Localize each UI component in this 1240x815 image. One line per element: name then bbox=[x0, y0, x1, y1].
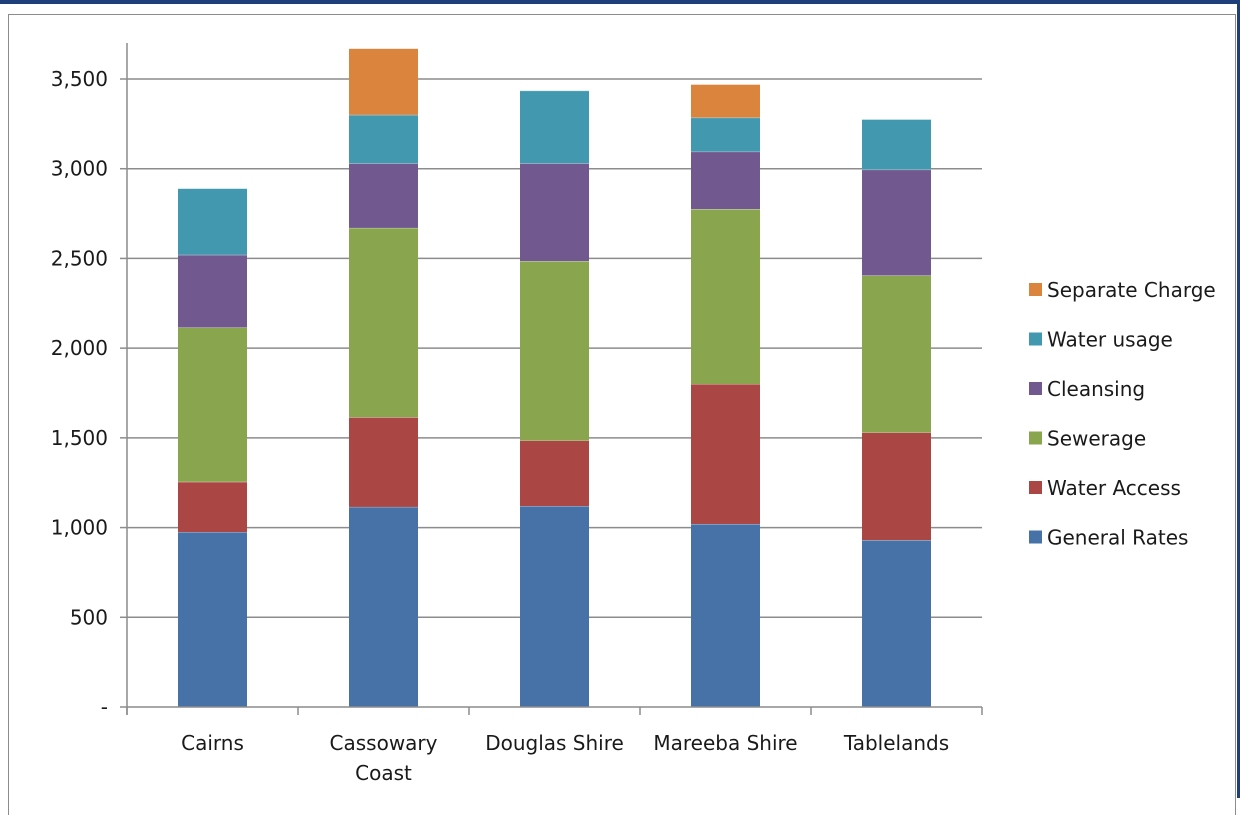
bar-segment-general-rates bbox=[520, 506, 589, 707]
window-right-border bbox=[1237, 0, 1240, 798]
legend-label: Water usage bbox=[1047, 328, 1173, 352]
bar-segment-sewerage bbox=[520, 261, 589, 441]
legend-swatch bbox=[1029, 382, 1042, 395]
x-category-label: Mareeba Shire bbox=[653, 731, 797, 755]
bar-segment-sewerage bbox=[862, 275, 931, 433]
bar-segment-cleansing bbox=[862, 169, 931, 276]
bar-segment-water-usage bbox=[520, 90, 589, 164]
bar-segment-cleansing bbox=[178, 254, 247, 328]
bar-segment-water-access bbox=[691, 384, 760, 524]
axes bbox=[120, 43, 983, 715]
bar-segment-cleansing bbox=[349, 163, 418, 228]
y-tick-label: 2,000 bbox=[51, 336, 108, 360]
window-top-border bbox=[0, 0, 1240, 4]
bar-segment-water-access bbox=[520, 440, 589, 507]
bars bbox=[178, 47, 931, 707]
x-category-label: Cairns bbox=[181, 731, 244, 755]
legend-swatch bbox=[1029, 530, 1042, 544]
bar-segment-separate-charge bbox=[691, 84, 760, 118]
y-tick-label: 2,500 bbox=[51, 246, 108, 270]
bar-segment-cleansing bbox=[691, 151, 760, 210]
y-tick-label: 500 bbox=[70, 605, 108, 629]
stacked-bar-chart: - 500 1,000 1,500 2,000 2,500 3,000 3,500 Cairn… bbox=[51, 43, 1216, 785]
legend-swatch bbox=[1029, 481, 1042, 494]
bar-segment-water-usage bbox=[691, 117, 760, 152]
x-category-label: Coast bbox=[355, 761, 412, 785]
bar-segment-general-rates bbox=[349, 506, 418, 707]
y-tick-label: - bbox=[101, 695, 108, 719]
bar-segment-separate-charge bbox=[349, 48, 418, 115]
legend-label: General Rates bbox=[1047, 526, 1188, 550]
legend-swatch bbox=[1029, 283, 1042, 296]
legend-label: Cleansing bbox=[1047, 377, 1145, 401]
bar-segment-general-rates bbox=[178, 532, 247, 707]
y-tick-labels: - 500 1,000 1,500 2,000 2,500 3,000 3,500 bbox=[51, 67, 108, 719]
bar-segment-water-usage bbox=[178, 188, 247, 255]
bar-segment-general-rates bbox=[691, 523, 760, 707]
bar-segment-general-rates bbox=[862, 540, 931, 707]
y-tick-label: 3,500 bbox=[51, 67, 108, 91]
bar-segment-cleansing bbox=[520, 163, 589, 262]
bar-segment-water-usage bbox=[862, 119, 931, 170]
legend-label: Water Access bbox=[1047, 476, 1181, 500]
legend-label: Separate Charge bbox=[1047, 278, 1216, 302]
bar-segment-water-usage bbox=[349, 114, 418, 164]
bar-segment-sewerage bbox=[178, 327, 247, 482]
bar-segment-sewerage bbox=[349, 227, 418, 418]
chart-frame bbox=[8, 14, 1236, 815]
legend: Separate Charge Water usage Cleansing Sewer… bbox=[1029, 278, 1216, 550]
bar-segment-water-access bbox=[862, 432, 931, 541]
legend-label: Sewerage bbox=[1047, 427, 1146, 451]
y-tick-label: 1,000 bbox=[51, 516, 108, 540]
bar-segment-water-access bbox=[349, 417, 418, 507]
bar-segment-water-access bbox=[178, 481, 247, 533]
x-category-label: Douglas Shire bbox=[485, 731, 624, 755]
x-category-label: Tablelands bbox=[843, 731, 949, 755]
x-category-labels: Cairns Cassowary Coast Douglas Shire Mareeba… bbox=[181, 731, 949, 785]
legend-swatch bbox=[1029, 431, 1042, 445]
x-category-label: Cassowary bbox=[330, 731, 438, 755]
y-tick-label: 3,000 bbox=[51, 157, 108, 181]
legend-swatch bbox=[1029, 332, 1042, 346]
y-tick-label: 1,500 bbox=[51, 426, 108, 450]
bar-segment-sewerage bbox=[691, 209, 760, 385]
